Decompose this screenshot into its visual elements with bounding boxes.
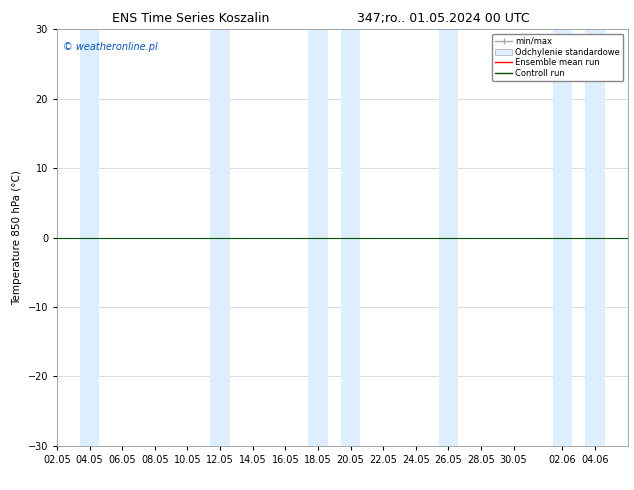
Bar bbox=[585, 29, 605, 446]
Bar bbox=[553, 29, 573, 446]
Bar bbox=[210, 29, 230, 446]
Bar bbox=[439, 29, 458, 446]
Text: 347;ro.. 01.05.2024 00 UTC: 347;ro.. 01.05.2024 00 UTC bbox=[358, 12, 530, 25]
Text: © weatheronline.pl: © weatheronline.pl bbox=[63, 42, 157, 52]
Bar bbox=[340, 29, 360, 446]
Legend: min/max, Odchylenie standardowe, Ensemble mean run, Controll run: min/max, Odchylenie standardowe, Ensembl… bbox=[492, 34, 623, 81]
Text: ENS Time Series Koszalin: ENS Time Series Koszalin bbox=[112, 12, 269, 25]
Bar bbox=[80, 29, 100, 446]
Bar bbox=[308, 29, 328, 446]
Y-axis label: Temperature 850 hPa (°C): Temperature 850 hPa (°C) bbox=[12, 170, 22, 305]
